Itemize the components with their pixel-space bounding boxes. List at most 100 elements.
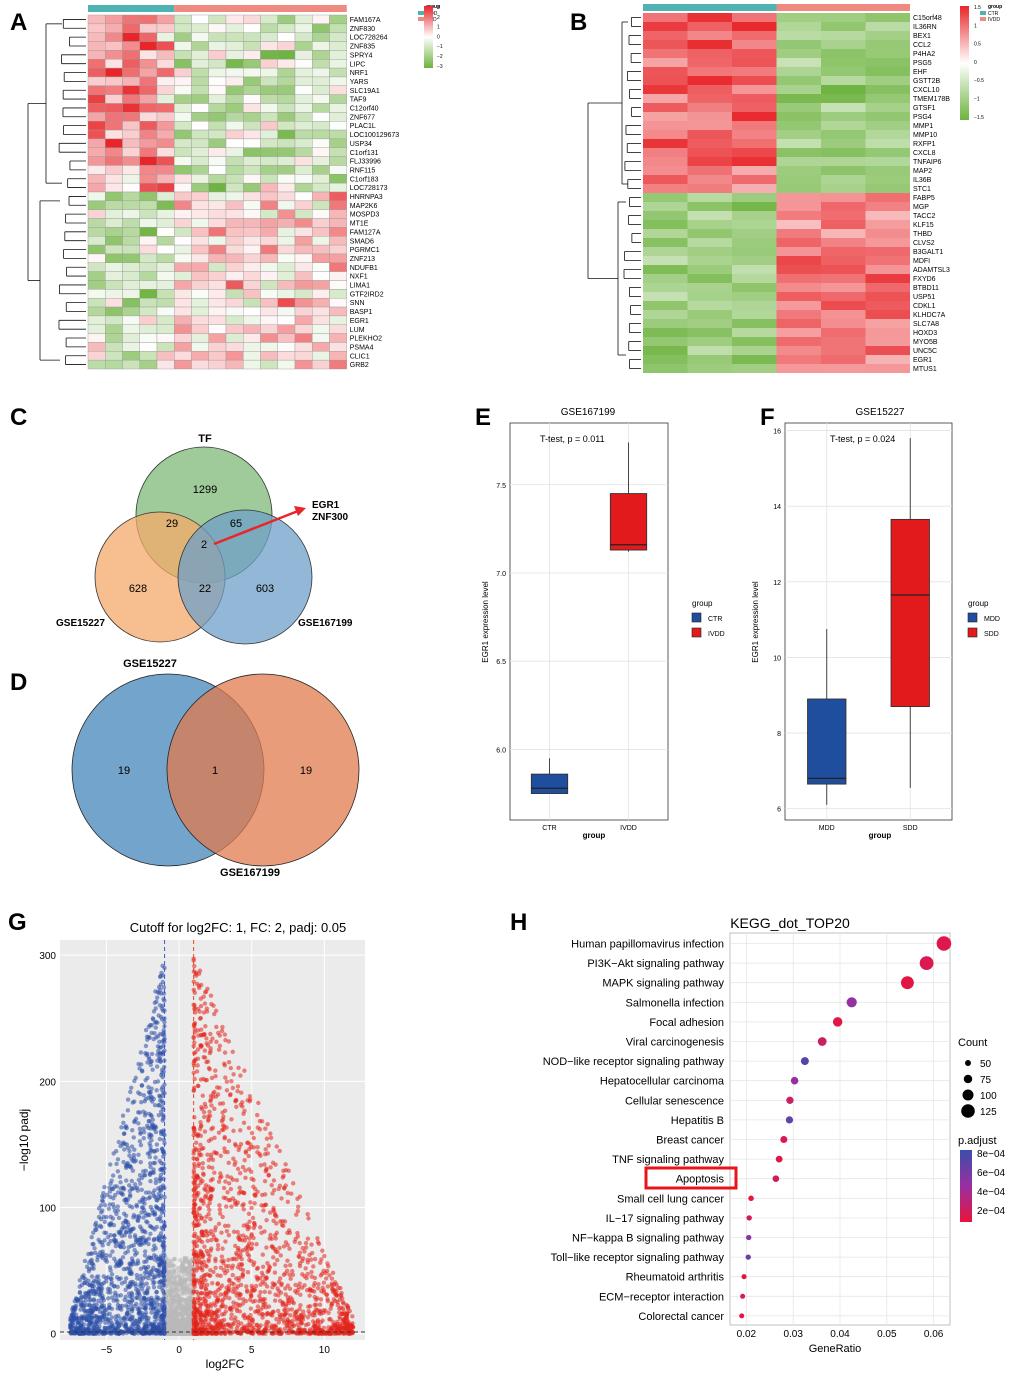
volcano-point-up [199,1262,205,1267]
volcano-point-down [148,1062,153,1068]
volcano-point-up [218,1153,223,1158]
heatmap-a-cell [174,174,192,184]
volcano-point-down [141,1093,147,1098]
heatmap-a-cell [208,359,227,370]
boxplot-e-legend-ctr: CTR [708,616,722,623]
boxplot-f-legend-sdd: SDD [984,631,999,638]
heatmap-b-gene-label: PSG5 [913,60,932,67]
volcano-point-down [118,1316,123,1321]
volcano-point-ns [165,1274,170,1280]
volcano-point-up [238,1073,243,1078]
heatmap-a-cell [260,351,278,361]
heatmap-a-cell [139,103,158,113]
heatmap-a-cell [294,156,313,166]
heatmap-a-cell [174,129,192,140]
heatmap-b-cell [776,274,821,283]
volcano-point-up [290,1181,296,1186]
heatmap-a-cell [329,41,347,51]
heatmap-a-legend-swatch-sdd [418,17,424,21]
heatmap-a-colorbar-tick: 3 [437,5,440,11]
volcano-point-down [79,1274,85,1280]
volcano-point-up [238,1266,243,1272]
heatmap-b-cell [821,229,866,238]
volcano-point-down [135,1291,140,1296]
volcano-point-up [249,1169,254,1175]
volcano-point-down [129,1144,135,1149]
volcano-point-up [209,1075,215,1081]
heatmap-a-cell [243,271,261,281]
heatmap-b-cell [643,292,688,301]
heatmap-a-cell [174,50,192,60]
volcano-point-up [321,1325,327,1331]
heatmap-b-cell [776,328,821,337]
heatmap-a-cell [260,138,278,148]
heatmap-a-cell [156,236,175,246]
volcano-point-down [147,1118,152,1124]
heatmap-b-group-bar-ctr [643,4,777,11]
volcano-point-up [235,1088,240,1094]
volcano-point-up [264,1218,269,1223]
heatmap-a-cell [191,147,209,157]
heatmap-a-cell [87,289,106,299]
heatmap-b-cell [865,175,910,184]
volcano-point-up [317,1310,322,1316]
heatmap-b-cell [643,184,688,193]
heatmap-a-cell [260,85,278,95]
heatmap-a-cell [208,289,227,299]
heatmap-a-cell [156,76,175,86]
volcano-point-up [263,1147,268,1152]
volcano-point-down [125,1108,131,1113]
volcano-point-up [260,1252,266,1257]
heatmap-a-cell [243,112,261,122]
heatmap-a-cell [191,227,209,237]
heatmap-b-cell [865,301,910,310]
volcano-point-down [126,1245,131,1250]
heatmap-b-cell [776,121,821,130]
heatmap-b-cell [732,139,777,148]
heatmap-b-cell [643,112,688,121]
heatmap-a-cell [277,218,296,228]
heatmap-a-cell [87,244,106,255]
heatmap-b-cell [687,31,732,40]
heatmap-b-cell [776,193,821,202]
heatmap-a-gene-label: RNF115 [350,167,376,174]
volcano-point-up [277,1276,283,1281]
volcano-point-up [291,1300,296,1306]
volcano-point-up [259,1230,264,1235]
volcano-point-down [147,1212,152,1218]
volcano-point-up [242,1068,247,1073]
volcano-point-down [148,1255,154,1261]
heatmap-b-cell [865,166,910,175]
heatmap-b-cell [643,94,688,103]
volcano-point-up [277,1183,283,1188]
volcano-point-down [96,1206,102,1211]
volcano-point-up [251,1145,257,1150]
volcano-point-down [86,1328,92,1333]
heatmap-b-gene-label: CDKL1 [913,303,936,310]
volcano-point-down [144,1281,149,1286]
heatmap-b-gene-label: GSTT2B [913,78,941,85]
heatmap-a-cell [105,209,123,219]
heatmap-a-cell [139,333,158,343]
heatmap-a-cell [277,23,296,33]
heatmap-b-cell [865,310,910,319]
heatmap-b-cell [821,13,866,22]
volcano-point-down [147,1272,152,1278]
heatmap-a-cell [277,32,296,42]
heatmap-a-cell [294,41,313,51]
volcano-point-up [201,1145,206,1151]
heatmap-a-cell [225,200,244,210]
volcano-point-up [289,1191,294,1196]
volcano-point-down [100,1314,105,1319]
volcano-point-up [285,1190,290,1196]
heatmap-a-cell [260,165,278,175]
heatmap-a-gene-label: TAF9 [350,97,367,104]
heatmap-a-cell [260,76,278,86]
volcano-point-up [207,1207,212,1212]
heatmap-a-cell [277,289,296,299]
heatmap-a-cell [225,191,244,202]
heatmap-a-cell [174,67,192,78]
heatmap-a-cell [260,359,278,370]
volcano-point-down [107,1223,113,1228]
boxplot-e-ytick: 7.5 [496,483,506,490]
